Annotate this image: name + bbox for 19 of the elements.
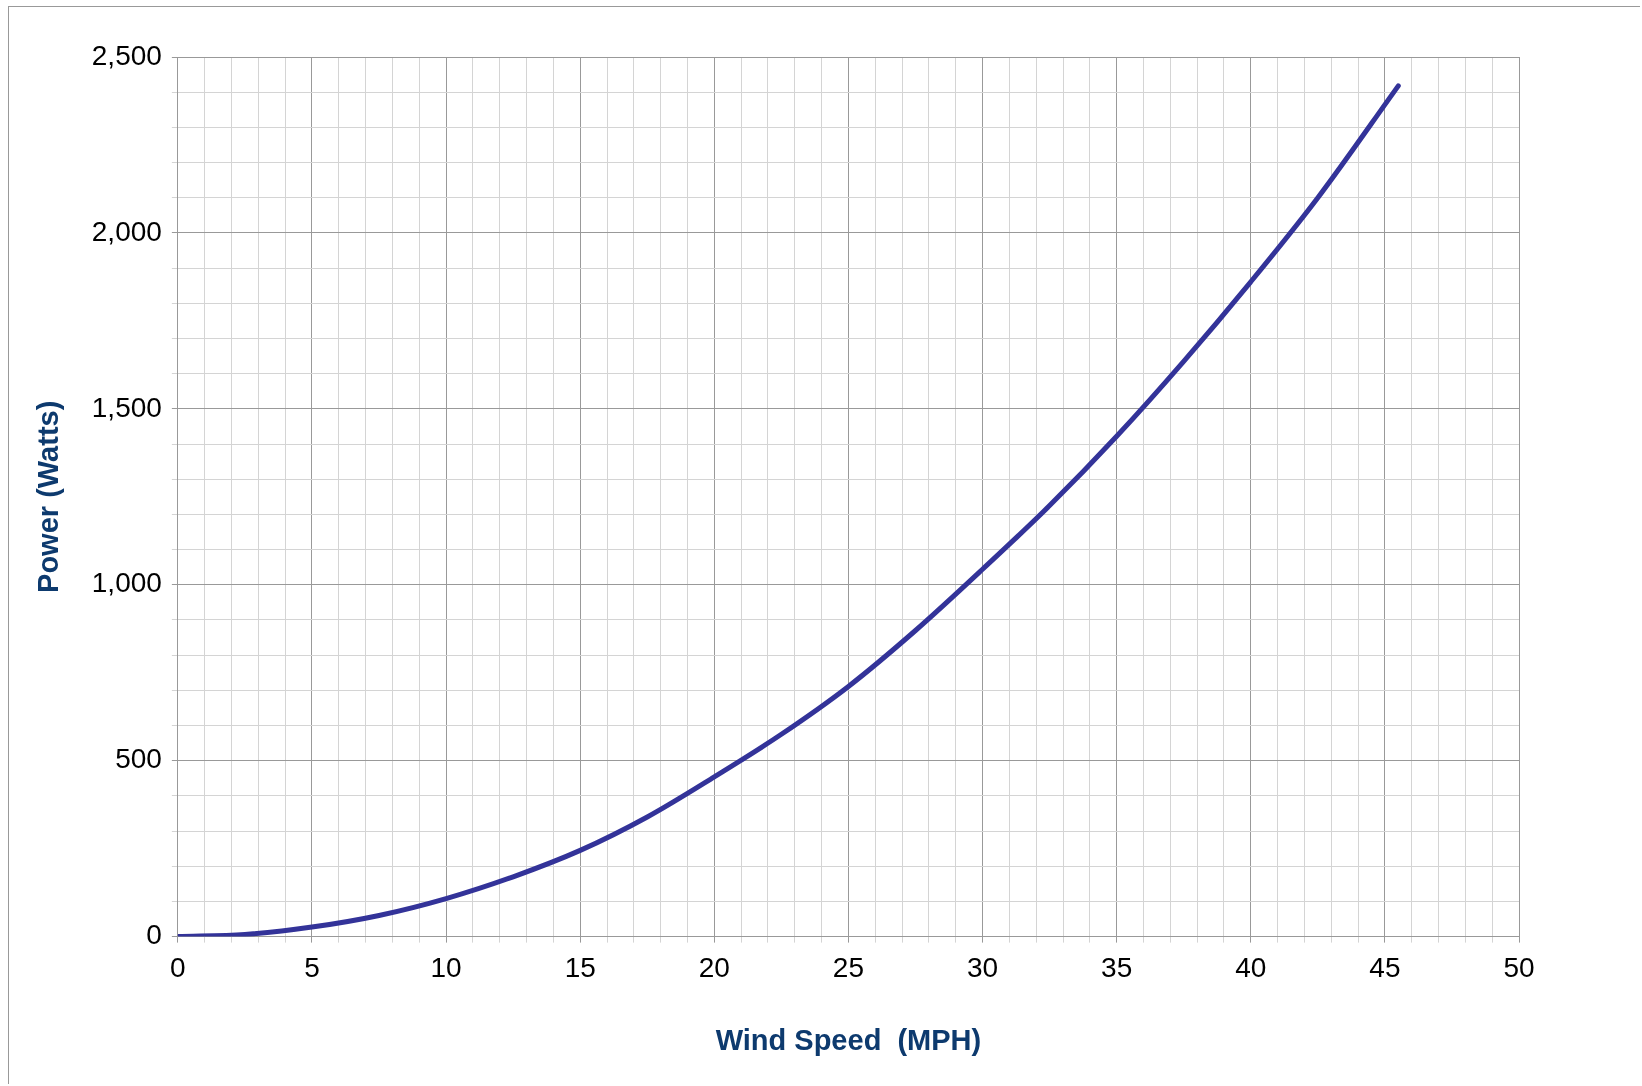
x-tick-label: 35 xyxy=(1101,952,1133,984)
x-tick-label: 10 xyxy=(430,952,462,984)
x-axis-title: Wind Speed (MPH) xyxy=(715,1023,982,1056)
y-tick-label: 0 xyxy=(146,919,162,951)
x-tick-label: 0 xyxy=(170,952,186,984)
y-tick-label: 2,000 xyxy=(91,215,162,247)
x-tick-label: 40 xyxy=(1235,952,1267,984)
y-axis-title: Power (Watts) xyxy=(32,400,65,593)
x-tick-label: 5 xyxy=(304,952,320,984)
x-tick-label: 25 xyxy=(832,952,865,984)
x-tick-label: 50 xyxy=(1503,952,1535,984)
x-tick-label: 45 xyxy=(1369,952,1401,984)
x-tick-label: 15 xyxy=(564,952,596,984)
y-tick-label: 500 xyxy=(115,743,162,775)
x-tick-label: 20 xyxy=(698,952,730,984)
y-tick-label: 2,500 xyxy=(91,39,162,71)
y-tick-label: 1,000 xyxy=(91,567,162,599)
x-tick-label: 30 xyxy=(966,952,999,984)
y-tick-label: 1,500 xyxy=(91,391,162,423)
